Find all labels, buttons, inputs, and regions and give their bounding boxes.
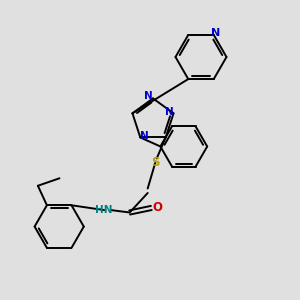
Text: O: O	[152, 201, 162, 214]
Text: HN: HN	[95, 205, 113, 215]
Text: N: N	[140, 131, 149, 141]
Text: N: N	[211, 28, 220, 38]
Text: N: N	[165, 107, 173, 117]
Text: S: S	[151, 157, 159, 169]
Text: N: N	[144, 91, 153, 101]
